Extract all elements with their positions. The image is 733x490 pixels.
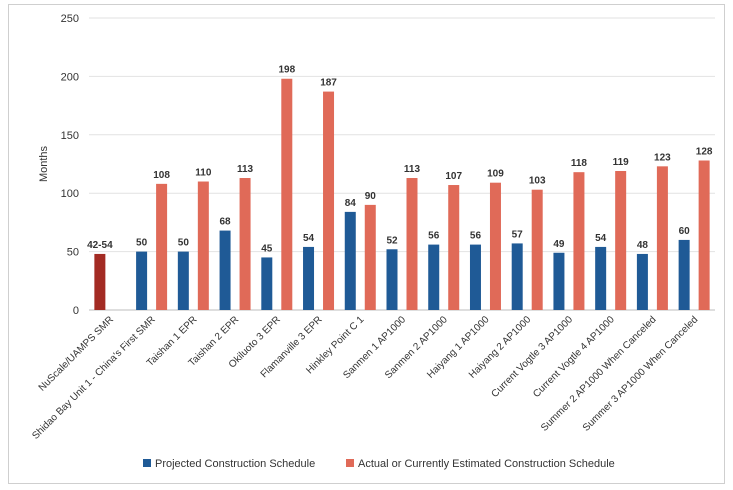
legend-label: Projected Construction Schedule <box>155 458 315 470</box>
bar-actual <box>573 172 585 310</box>
bar-actual <box>698 160 710 310</box>
bar-actual <box>656 166 668 310</box>
data-label: 68 <box>220 217 232 228</box>
bar-projected <box>428 244 440 310</box>
bar-projected <box>303 246 315 310</box>
bar-projected <box>553 252 565 310</box>
y-axis-title: Months <box>38 145 50 182</box>
bar-actual <box>448 185 460 310</box>
bar-projected <box>469 244 481 310</box>
data-label: 103 <box>529 176 546 187</box>
data-label: 57 <box>512 229 524 240</box>
data-label: 107 <box>445 171 462 182</box>
data-label: 50 <box>136 238 148 249</box>
data-label: 90 <box>365 191 377 202</box>
bar-projected <box>595 246 607 310</box>
data-label: 187 <box>320 78 337 89</box>
bar-actual <box>239 178 251 310</box>
bar-actual <box>197 181 209 310</box>
data-label: 56 <box>470 231 482 242</box>
y-tick-label: 100 <box>61 188 79 200</box>
bar-projected <box>511 243 523 310</box>
data-label: 49 <box>553 239 565 250</box>
bar-actual <box>323 91 335 310</box>
bar-projected <box>386 249 398 310</box>
data-label: 119 <box>613 157 630 168</box>
x-tick-label: Current Vogtle 4 AP1000 <box>531 314 617 400</box>
bar-actual <box>364 204 376 310</box>
data-label: 60 <box>679 226 691 237</box>
data-label: 123 <box>654 152 671 163</box>
legend-swatch <box>143 459 151 467</box>
y-tick-label: 150 <box>61 130 79 142</box>
bar-projected <box>136 251 148 310</box>
data-label: 113 <box>237 164 254 175</box>
data-label: 48 <box>637 240 649 251</box>
chart-frame: 0 50 100 150 200 250 Months 42-54 50 50 68 45 54 84 52… <box>8 4 725 484</box>
bar-actual <box>156 183 168 310</box>
legend-swatch <box>346 459 354 467</box>
data-label: 110 <box>195 168 212 179</box>
bar-actual <box>406 178 418 310</box>
bar-actual <box>281 78 293 311</box>
data-label: 128 <box>696 146 713 157</box>
bar-actual <box>489 182 501 310</box>
data-label: 113 <box>404 164 421 175</box>
data-label: 42-54 <box>87 240 113 251</box>
y-tick-label: 50 <box>67 247 79 259</box>
bar-projected <box>678 239 690 310</box>
data-label: 118 <box>571 158 588 169</box>
data-label: 56 <box>428 231 440 242</box>
chart: 0 50 100 150 200 250 Months 42-54 50 50 68 45 54 84 52… <box>30 13 715 470</box>
x-tick-label: NuScale/UAMPS SMR <box>37 314 116 393</box>
x-tick-label: Current Vogtle 3 AP1000 <box>489 314 575 400</box>
y-tick-label: 250 <box>61 13 79 25</box>
data-label: 198 <box>278 65 295 76</box>
bar-projected <box>177 251 189 310</box>
bar-projected <box>94 253 106 310</box>
bar-actual <box>531 189 543 310</box>
data-label: 109 <box>487 169 504 180</box>
data-label: 54 <box>595 233 607 244</box>
data-label: 45 <box>261 243 273 254</box>
data-label: 52 <box>386 235 398 246</box>
legend-label: Actual or Currently Estimated Constructi… <box>358 458 615 470</box>
bar-projected <box>344 211 356 310</box>
data-label: 54 <box>303 233 315 244</box>
bar-projected <box>261 257 273 310</box>
bar-actual <box>615 171 627 310</box>
bar-projected <box>219 230 231 310</box>
y-tick-label: 0 <box>73 305 79 317</box>
y-tick-label: 200 <box>61 71 79 83</box>
bar-projected <box>636 253 648 310</box>
data-label: 108 <box>153 170 170 181</box>
data-label: 50 <box>178 238 190 249</box>
data-label: 84 <box>345 198 357 209</box>
